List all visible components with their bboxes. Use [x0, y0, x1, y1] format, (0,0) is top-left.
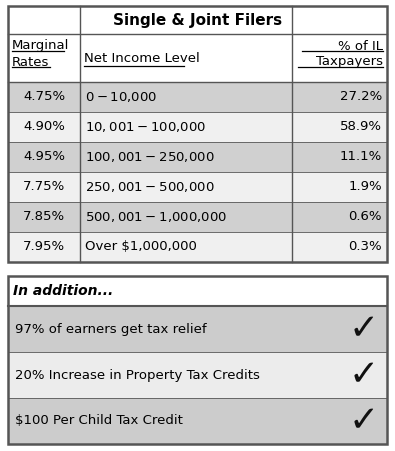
Bar	[8, 142, 387, 172]
Text: In addition...: In addition...	[13, 284, 113, 298]
Text: 0.3%: 0.3%	[348, 240, 382, 253]
Text: Single & Joint Filers: Single & Joint Filers	[113, 13, 282, 28]
Bar	[8, 398, 387, 444]
Text: 58.9%: 58.9%	[340, 120, 382, 133]
Text: 0.6%: 0.6%	[348, 211, 382, 224]
Text: $10,001 - $100,000: $10,001 - $100,000	[85, 120, 206, 134]
Bar	[8, 276, 387, 444]
Text: 97% of earners get tax relief: 97% of earners get tax relief	[15, 322, 207, 336]
Text: 4.95%: 4.95%	[23, 151, 65, 164]
Bar	[8, 34, 387, 82]
Text: ✓: ✓	[349, 312, 379, 346]
Text: 7.95%: 7.95%	[23, 240, 65, 253]
Text: 7.85%: 7.85%	[23, 211, 65, 224]
Text: 1.9%: 1.9%	[348, 180, 382, 193]
Text: 20% Increase in Property Tax Credits: 20% Increase in Property Tax Credits	[15, 368, 260, 382]
Bar	[8, 82, 387, 112]
Text: 4.90%: 4.90%	[23, 120, 65, 133]
Text: $500,001 - $1,000,000: $500,001 - $1,000,000	[85, 210, 227, 224]
Bar	[8, 112, 387, 142]
Text: ✓: ✓	[349, 358, 379, 392]
Text: $100 Per Child Tax Credit: $100 Per Child Tax Credit	[15, 414, 183, 428]
Text: 27.2%: 27.2%	[340, 91, 382, 103]
Bar	[8, 172, 387, 202]
Text: $250,001 - $500,000: $250,001 - $500,000	[85, 180, 214, 194]
Text: 4.75%: 4.75%	[23, 91, 65, 103]
Bar	[8, 306, 387, 352]
Text: $100,001 - $250,000: $100,001 - $250,000	[85, 150, 214, 164]
Text: 7.75%: 7.75%	[23, 180, 65, 193]
Bar	[8, 352, 387, 398]
Text: % of IL: % of IL	[338, 40, 383, 52]
Text: Rates: Rates	[12, 55, 49, 69]
Text: $0 - $10,000: $0 - $10,000	[85, 90, 157, 104]
Bar	[8, 232, 387, 262]
Text: 11.1%: 11.1%	[340, 151, 382, 164]
Bar	[8, 6, 387, 34]
Text: Marginal: Marginal	[12, 40, 70, 52]
Text: Taxpayers: Taxpayers	[316, 55, 383, 69]
Bar	[8, 6, 387, 262]
Text: Over $1,000,000: Over $1,000,000	[85, 240, 197, 253]
Bar	[8, 202, 387, 232]
Text: ✓: ✓	[349, 404, 379, 438]
Text: Net Income Level: Net Income Level	[84, 51, 200, 64]
Bar	[8, 276, 387, 306]
